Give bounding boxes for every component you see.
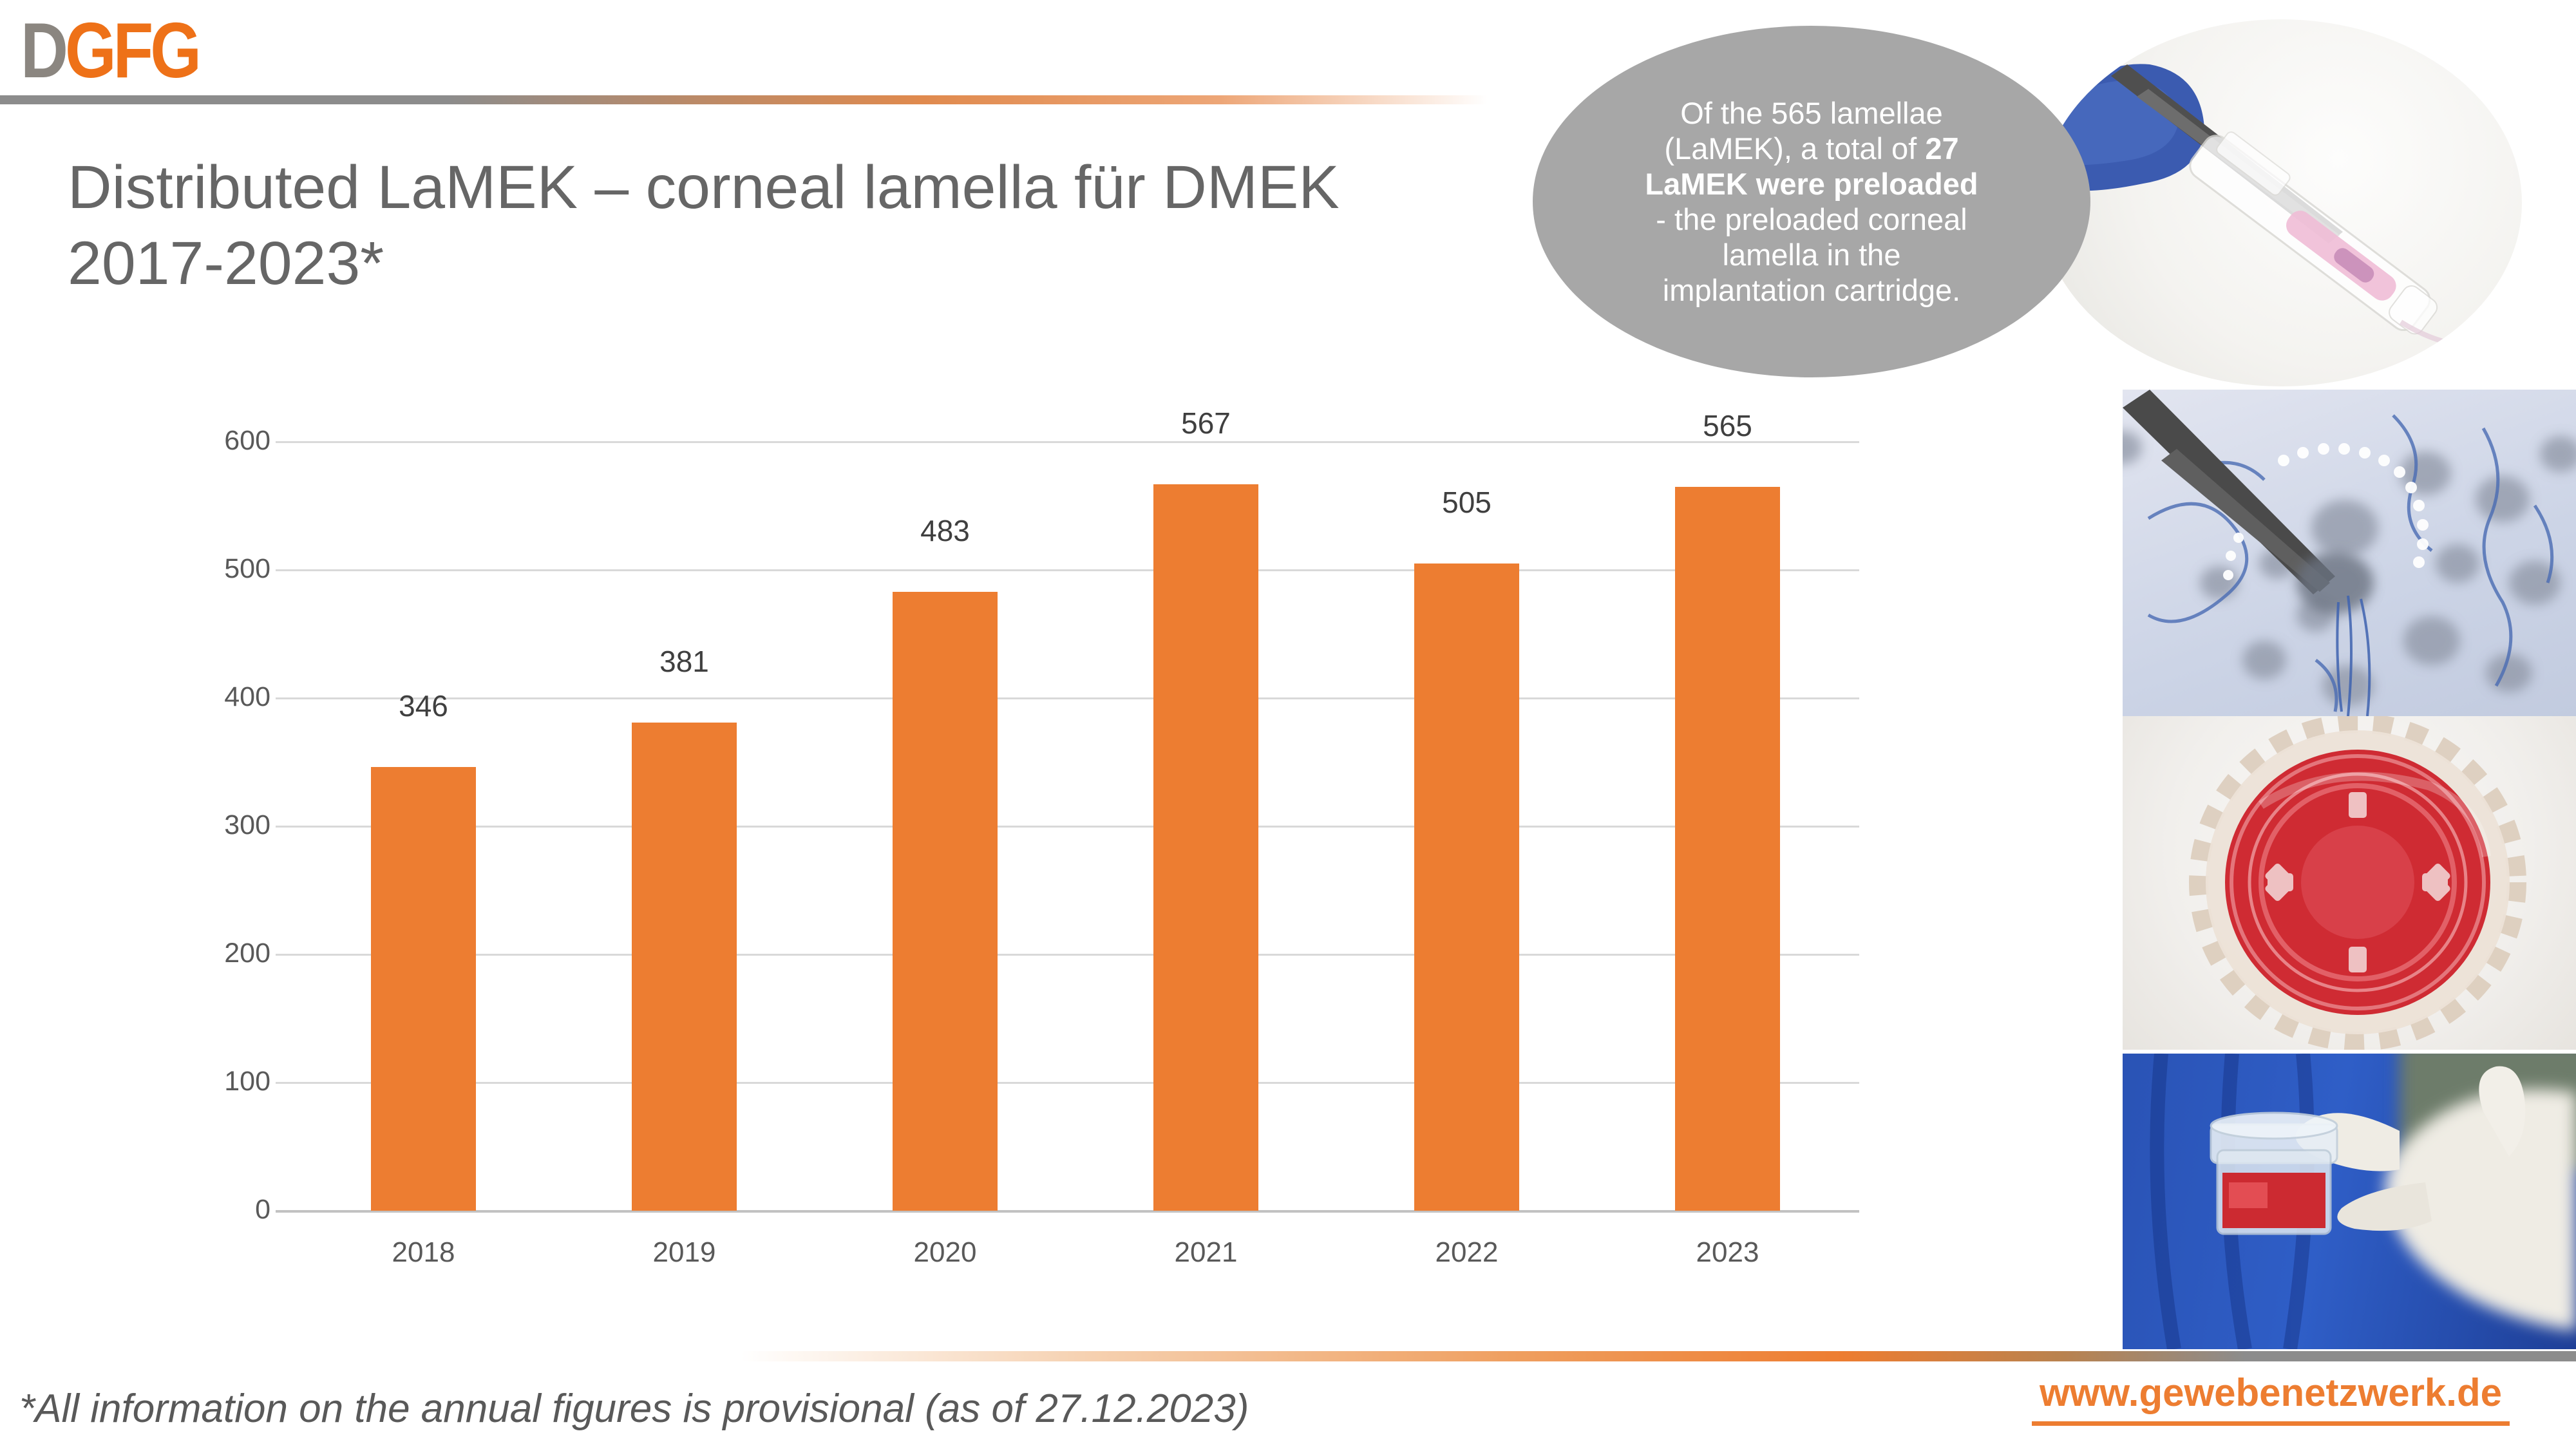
- gridline-200: [276, 954, 1859, 956]
- bubble-line: lamella in the: [1722, 238, 1901, 272]
- bar-value-label: 565: [1703, 408, 1752, 442]
- bubble-line: Of the 565 lamellae: [1680, 96, 1943, 130]
- slide-title-line2: 2017-2023*: [68, 229, 384, 298]
- logo-letters-gfg: GFG: [64, 6, 202, 94]
- y-tick-label: 400: [224, 681, 270, 712]
- x-tick-label: 2019: [652, 1236, 716, 1268]
- culture-dish-photo: [2123, 716, 2576, 1050]
- cartridge-photo-art: [2040, 64, 2505, 350]
- header-divider-line: [0, 95, 1488, 104]
- bar-value-label: 483: [920, 513, 970, 547]
- y-tick-label: 200: [224, 938, 270, 969]
- bar-2020: [893, 591, 998, 1211]
- gridline-500: [276, 569, 1859, 571]
- bar-value-label: 381: [659, 644, 709, 678]
- y-tick-label: 100: [224, 1066, 270, 1097]
- bar-2021: [1153, 484, 1258, 1211]
- gridline-400: [276, 697, 1859, 699]
- gridline-0: [276, 1210, 1859, 1213]
- gridline-600: [276, 441, 1859, 443]
- y-tick-label: 600: [224, 425, 270, 456]
- logo-letter-d: D: [21, 6, 68, 94]
- bubble-text-bold: 27: [1925, 131, 1959, 166]
- callout-bubble: Of the 565 lamellae (LaMEK), a total of …: [1533, 26, 2090, 377]
- gridline-100: [276, 1082, 1859, 1084]
- footer-divider-line: [741, 1351, 2576, 1361]
- bar-2023: [1675, 486, 1780, 1211]
- bar-value-label: 505: [1442, 486, 1492, 520]
- bubble-text: (LaMEK), a total of: [1664, 131, 1926, 166]
- cornea-photo-art: [2123, 390, 2576, 716]
- x-tick-label: 2023: [1696, 1236, 1759, 1268]
- bar-2019: [632, 722, 737, 1211]
- x-tick-label: 2020: [913, 1236, 977, 1268]
- bar-value-label: 346: [399, 689, 448, 723]
- footnote: *All information on the annual figures i…: [19, 1387, 1249, 1431]
- bubble-line: implantation cartridge.: [1662, 273, 1961, 307]
- y-tick-label: 500: [224, 553, 270, 584]
- cartridge-photo: [2040, 19, 2522, 386]
- gridline-300: [276, 826, 1859, 828]
- bubble-line: - the preloaded corneal: [1656, 202, 1967, 236]
- dgfg-logo: DGFG: [21, 5, 202, 95]
- bubble-line-bold: LaMEK were preloaded: [1645, 167, 1978, 201]
- slide-title: Distributed LaMEK – corneal lamella für …: [68, 149, 1568, 301]
- bar-value-label: 567: [1181, 406, 1231, 440]
- glove-photo-art: [2150, 1054, 2576, 1349]
- website-link[interactable]: www.gewebenetzwerk.de: [2032, 1370, 2510, 1426]
- y-tick-label: 300: [224, 810, 270, 840]
- glove-photo: [2123, 1054, 2576, 1349]
- culture-dish-photo-art: [2189, 716, 2526, 1050]
- x-tick-label: 2022: [1435, 1236, 1499, 1268]
- bar-2018: [371, 767, 476, 1211]
- bar-chart: 0 100 200 300 400 500 600 346 2018 381 2019 483 2020…: [224, 406, 1859, 1268]
- x-tick-label: 2021: [1174, 1236, 1238, 1268]
- bubble-line: (LaMEK), a total of 27: [1664, 131, 1958, 166]
- slide-title-line1: Distributed LaMEK – corneal lamella für …: [68, 153, 1340, 222]
- cornea-photo: [2123, 390, 2576, 716]
- y-tick-label: 0: [255, 1194, 270, 1225]
- bar-2022: [1414, 564, 1519, 1211]
- x-tick-label: 2018: [392, 1236, 455, 1268]
